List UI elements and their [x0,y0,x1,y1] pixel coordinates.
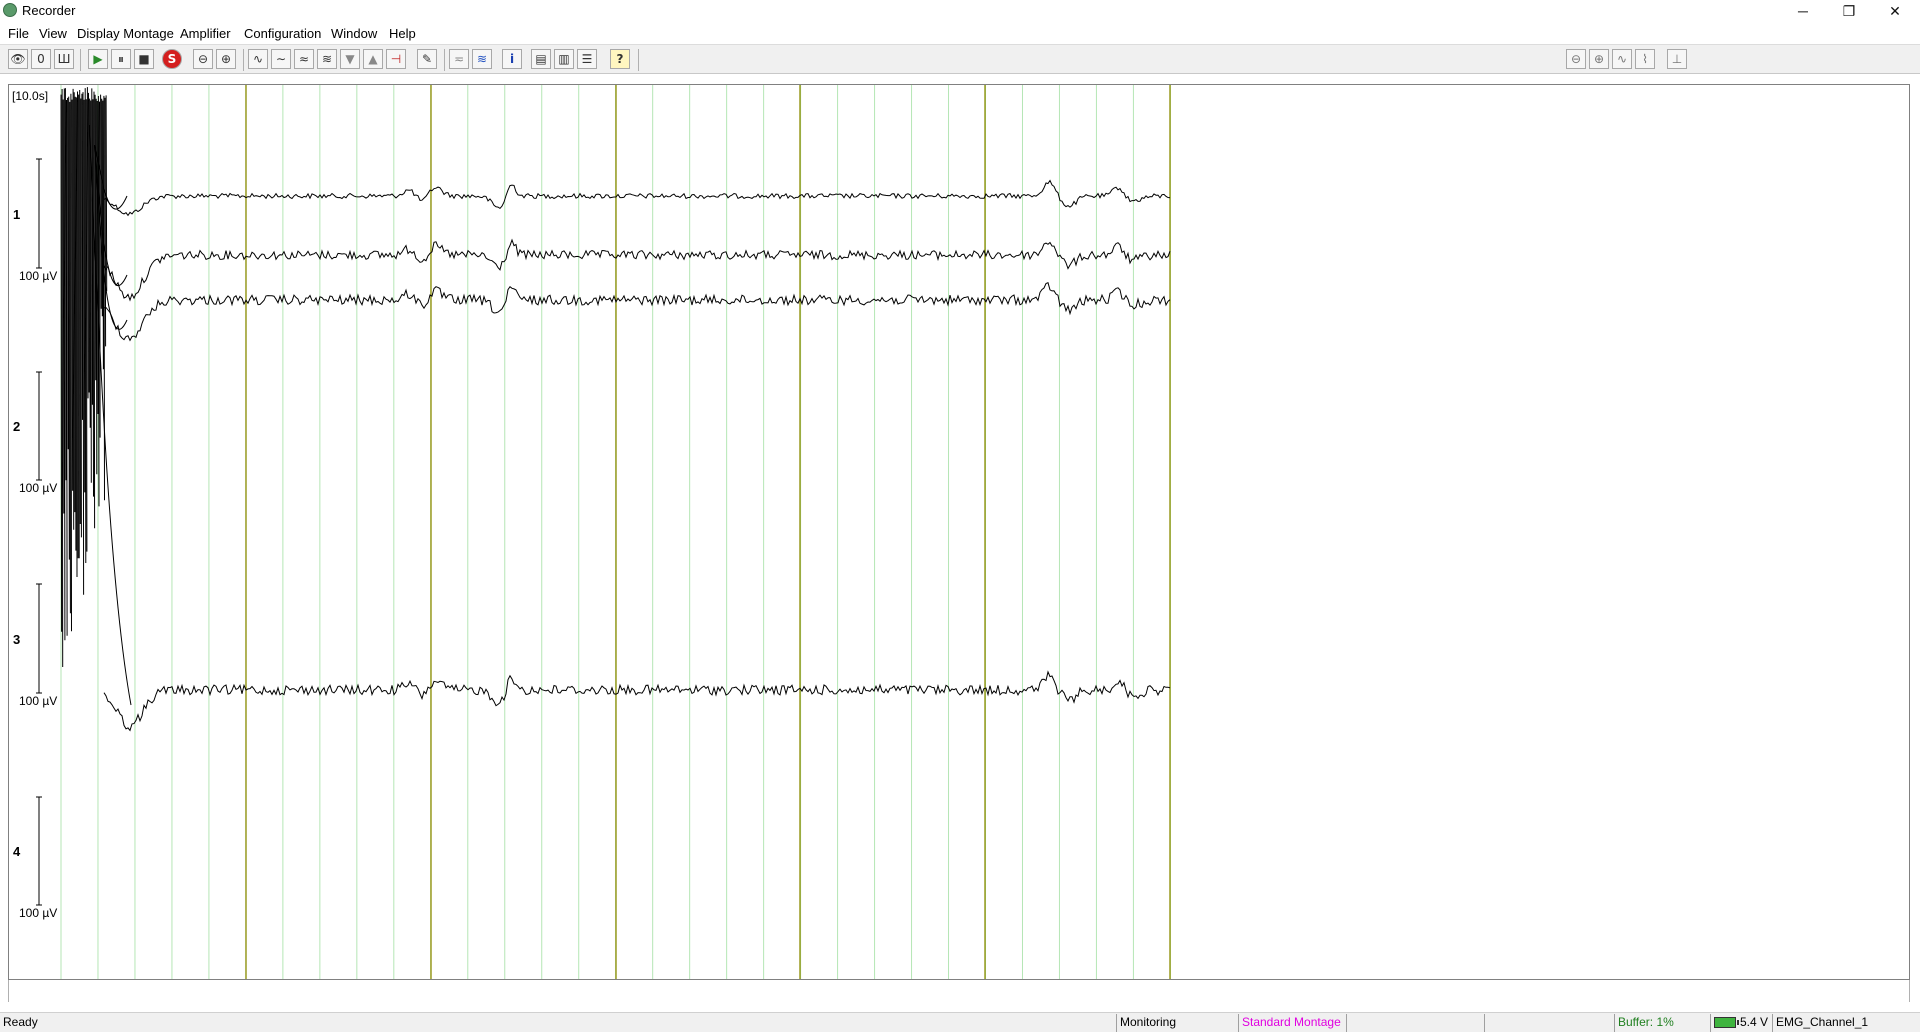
filter-lowpass-icon[interactable]: ∼ [271,49,291,69]
startup-artifact [60,87,108,668]
toolbar-separator [444,49,445,71]
status-ready: Ready [3,1015,38,1029]
zoom-out-icon[interactable]: ⊖ [193,49,213,69]
filter-notch-icon[interactable]: ≋ [317,49,337,69]
minimize-button[interactable]: ─ [1798,3,1808,19]
marker-pen-icon[interactable]: ✎ [417,49,437,69]
artifact-decay [94,144,128,210]
save-record-icon[interactable]: S [162,49,182,69]
dc-correction-icon[interactable]: ≂ [449,49,469,69]
close-button[interactable]: ✕ [1889,3,1901,19]
scale-down-icon[interactable]: ▼ [340,49,360,69]
time-grid [60,85,1171,979]
artifact-decay [94,144,128,330]
app-icon [3,3,17,17]
menu-configuration[interactable]: Configuration [244,26,322,41]
title-bar: Recorder ─ ❐ ✕ [0,0,1920,24]
channel-scale-4: 100 µV [19,906,57,920]
play-icon[interactable]: ▶ [88,49,108,69]
channel-scale-1: 100 µV [19,269,57,283]
status-channel: EMG_Channel_1 [1772,1014,1920,1032]
status-battery: 5.4 V [1710,1014,1772,1032]
menu-amplifier[interactable]: Amplifier [180,26,231,41]
zero-impedance-icon[interactable]: 0 [31,49,51,69]
help-context-icon[interactable]: ? [610,49,630,69]
channel-number-2: 2 [13,419,20,434]
toolbar-separator [80,49,81,71]
right-marker-icon[interactable]: ⊥ [1667,49,1687,69]
timebase-label: [10.0s] [12,89,48,103]
signal-traces [60,87,1171,732]
menu-window[interactable]: Window [331,26,378,41]
status-mode: Monitoring [1116,1014,1238,1032]
status-montage: Standard Montage [1238,1014,1346,1032]
toolbar-separator [638,49,639,71]
right-trend-icon[interactable]: ⌇ [1635,49,1655,69]
status-bar: Ready Monitoring Standard Montage Buffer… [0,1012,1920,1032]
overlay-channels-icon[interactable]: ≋ [472,49,492,69]
battery-voltage: 5.4 V [1740,1015,1769,1029]
menu-help[interactable]: Help [389,26,416,41]
info-icon[interactable]: i [502,49,522,69]
menu-bar: File View Display Montage Amplifier Conf… [0,24,1920,44]
status-empty-1 [1346,1014,1484,1032]
channel-scale-bars [36,158,42,906]
impedance-icon[interactable]: Ш [54,49,74,69]
stop-icon[interactable]: ■ [134,49,154,69]
channel-number-4: 4 [13,844,21,859]
trace-channel-1a [103,179,1171,217]
filter-highpass-icon[interactable]: ≈ [294,49,314,69]
channel-number-3: 3 [13,632,20,647]
scale-up-icon[interactable]: ▲ [363,49,383,69]
baseline-correction-icon[interactable]: ⊣ [386,49,406,69]
restore-button[interactable]: ❐ [1842,3,1856,19]
monitor-eye-icon[interactable]: 👁 [8,49,28,69]
layout-stack-icon[interactable]: ▤ [531,49,551,69]
right-zoom-in-icon[interactable]: ⊕ [1589,49,1609,69]
battery-icon [1714,1017,1739,1029]
right-waveform-icon[interactable]: ∿ [1612,49,1632,69]
zoom-in-icon[interactable]: ⊕ [216,49,236,69]
menu-file[interactable]: File [8,26,29,41]
signal-display[interactable]: [10.0s] 1 2 3 4 100 µV 100 µV 100 µV 100… [8,84,1910,980]
layout-rows-icon[interactable]: ☰ [577,49,597,69]
trace-channel-3 [103,670,1171,732]
status-buffer: Buffer: 1% [1614,1014,1710,1032]
artifact-decay [94,144,128,286]
horizontal-scroll-strip[interactable] [8,980,1910,1002]
layout-columns-icon[interactable]: ▥ [554,49,574,69]
menu-view[interactable]: View [39,26,67,41]
channel-number-1: 1 [13,207,20,222]
toolbar-separator [243,49,244,71]
channel-scale-3: 100 µV [19,694,57,708]
trace-channel-1c [103,282,1171,342]
trace-channel-1b [103,238,1171,302]
right-zoom-out-icon[interactable]: ⊖ [1566,49,1586,69]
menu-display-montage[interactable]: Display Montage [77,26,174,41]
raw-signal-icon[interactable]: ∿ [248,49,268,69]
artifact-decay [88,124,132,706]
channel-scale-2: 100 µV [19,481,57,495]
toolbar: 👁 0 Ш ▶ ⏸ ■ S ⊖ ⊕ ∿ ∼ ≈ ≋ ▼ ▲ ⊣ ✎ ≂ ≋ i … [0,44,1920,74]
signal-plot: [10.0s] 1 2 3 4 100 µV 100 µV 100 µV 100… [12,85,1171,979]
window-title: Recorder [22,3,76,18]
status-empty-2 [1484,1014,1614,1032]
pause-icon[interactable]: ⏸ [111,49,131,69]
